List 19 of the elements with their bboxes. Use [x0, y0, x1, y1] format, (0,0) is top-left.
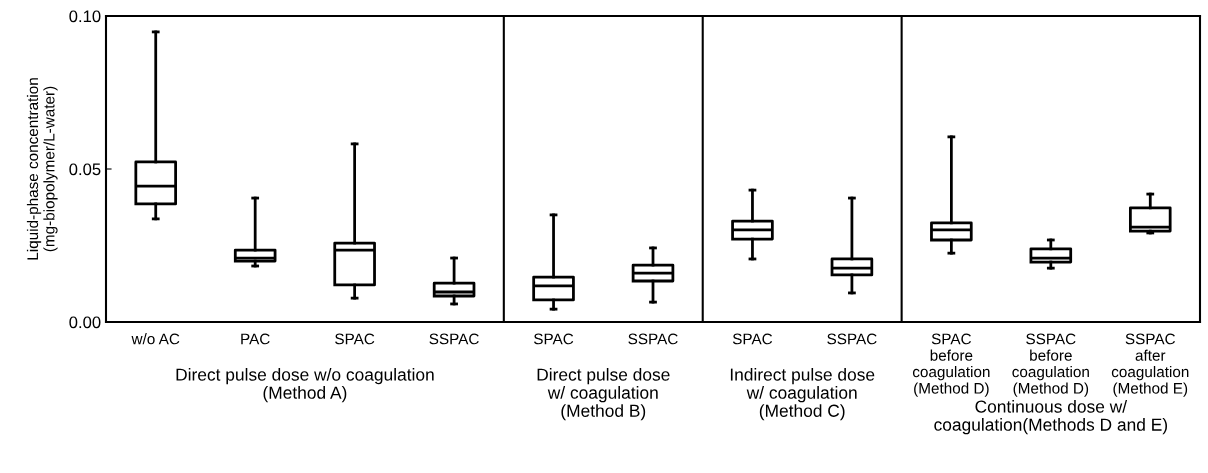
x-tick-label: PAC [241, 333, 270, 345]
x-tick-label: SSPAC [628, 333, 678, 345]
x-tick-label: SSPAC before coagulation (Method D) [1012, 333, 1089, 397]
y-tick-label: 0.00 [69, 316, 101, 329]
x-tick-label: w/o AC [131, 333, 180, 345]
y-tick-label: 0.05 [69, 163, 101, 176]
x-tick-label: SPAC before coagulation (Method D) [912, 333, 990, 397]
x-tick-label: SPAC [534, 333, 574, 345]
text: Direct pulse dose w/ coagulation (Method B) [537, 368, 670, 421]
y-axis-title: Liquid-phase concentration (mg-biopolymer/L-water) [26, 78, 58, 260]
x-tick-label: SSPAC [429, 333, 479, 345]
x-tick-label: SPAC [335, 333, 375, 345]
y-tick-label: 0.10 [69, 10, 101, 23]
text: Continuous dose w/ coagulation(Methods D and E) [934, 400, 1167, 435]
x-tick-label: SSPAC after coagulation (Method E) [1111, 333, 1189, 397]
x-tick-label: SSPAC [827, 333, 877, 345]
text: Direct pulse dose w/o coagulation (Method A) [176, 368, 434, 403]
text: Indirect pulse dose w/ coagulation (Method C) [730, 368, 875, 421]
x-tick-label: SPAC [732, 333, 773, 345]
